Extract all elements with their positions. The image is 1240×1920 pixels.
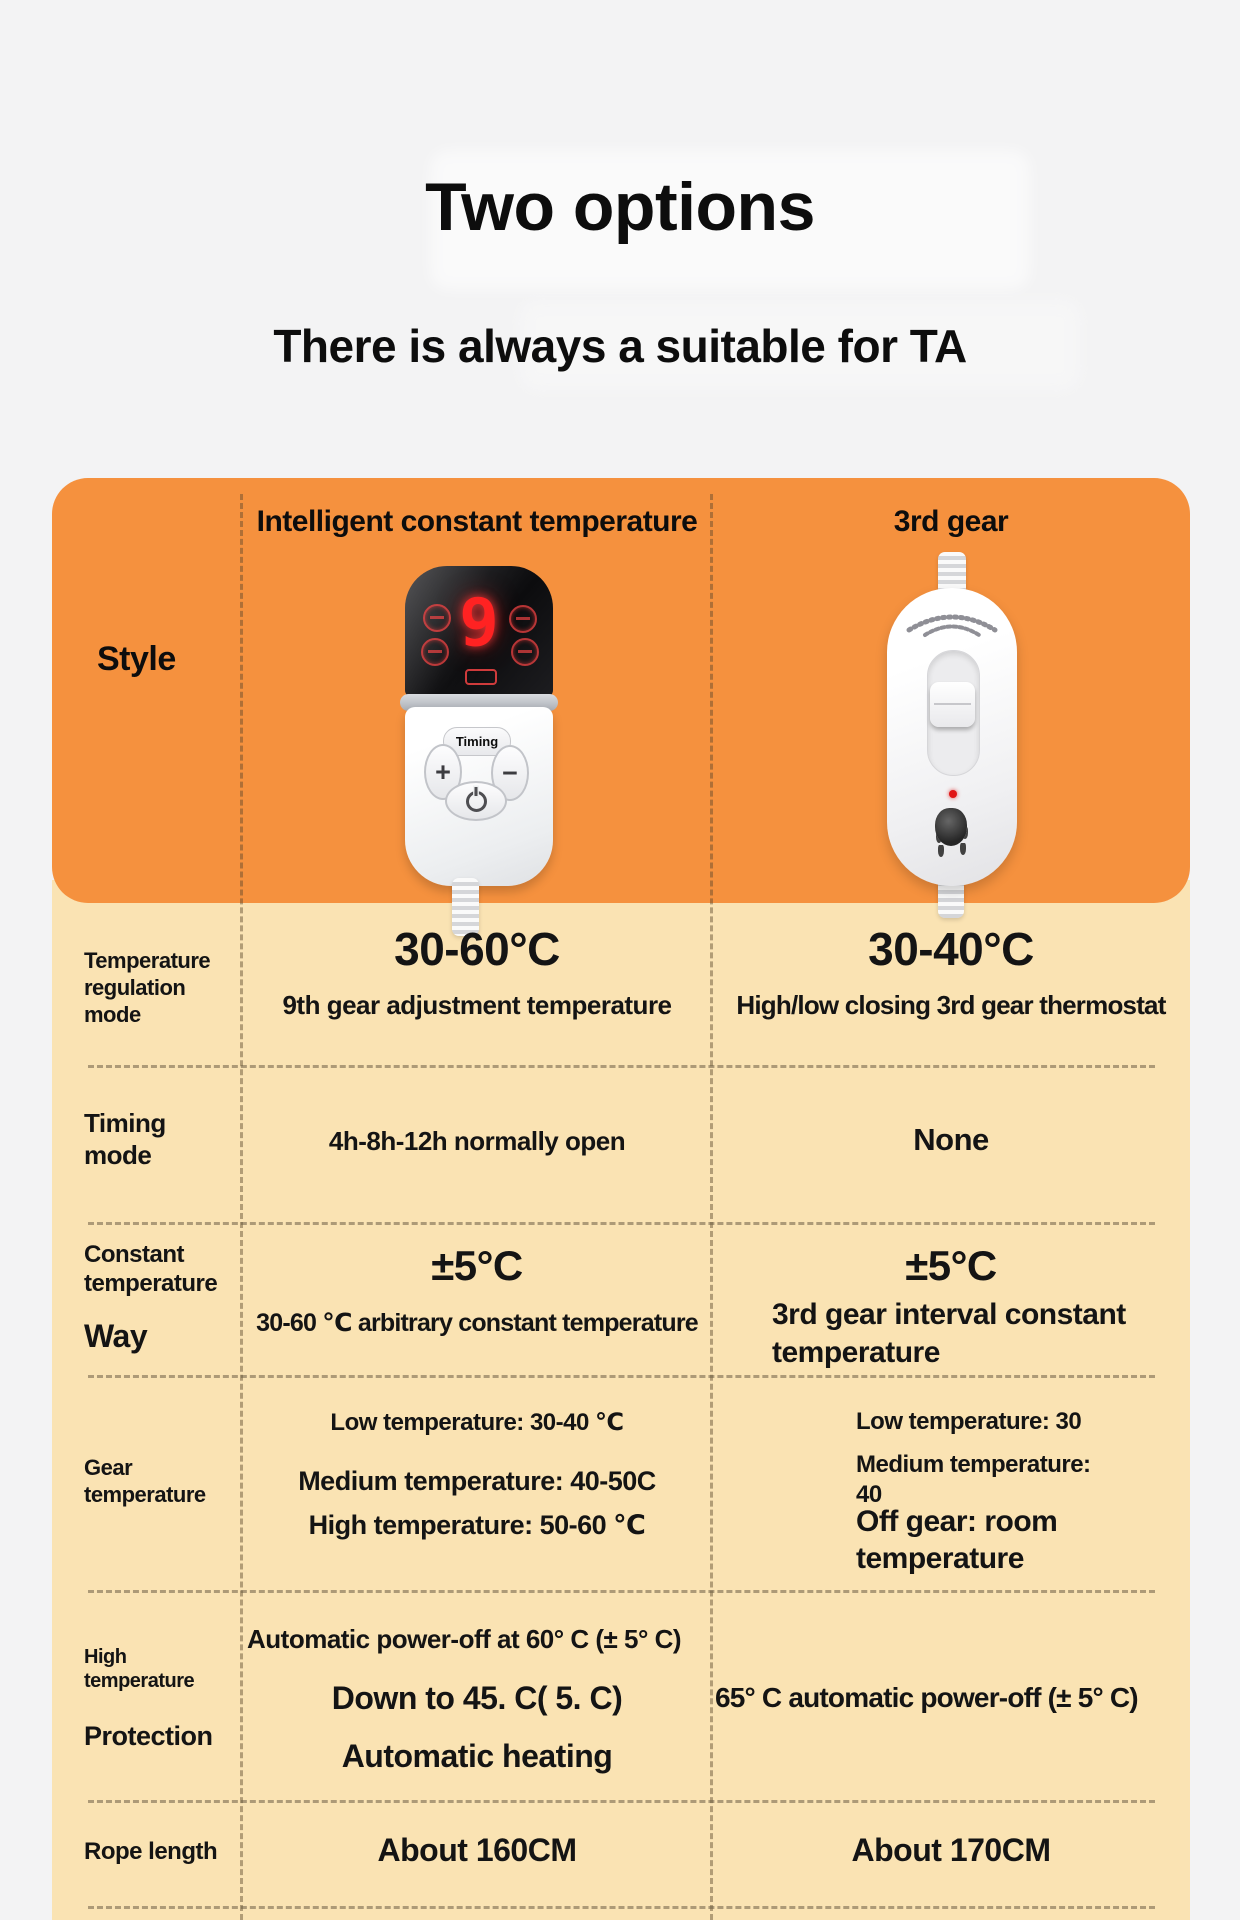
cell-value: ±5°C [905, 1242, 997, 1289]
label-line: temperature [84, 1270, 218, 1298]
watermark-ghost [520, 300, 1080, 390]
display-unit-mark [465, 669, 497, 685]
column-header-3rd-gear: 3rd gear [893, 505, 1009, 538]
row-divider [88, 1065, 1155, 1068]
row-label: High temperature Protection [84, 1645, 234, 1753]
label-line: Temperature [84, 948, 211, 973]
cell-value: About 160CM [377, 1832, 577, 1868]
display-mode-icon [511, 638, 539, 666]
label-line: Protection [84, 1720, 213, 1751]
cell-value: ±5°C [431, 1242, 523, 1289]
label-line: mode [84, 1139, 152, 1170]
row-label-style: Style [97, 640, 176, 678]
slider-knob [930, 682, 975, 727]
row-divider [88, 1375, 1155, 1378]
watermark-ghost [430, 150, 1030, 290]
cell-value: 30-60°C [394, 923, 560, 975]
page-subtitle: There is always a suitable for TA [273, 320, 967, 372]
cell-value: 30-40°C [868, 923, 1034, 975]
cell-desc: High/low closing 3rd gear thermostat [736, 990, 1166, 1020]
row-label: Timing mode [84, 1108, 234, 1171]
cell-value: None [913, 1122, 989, 1157]
cell-line: Medium temperature: 40 [856, 1451, 1091, 1508]
cell-line: Automatic power-off at 60° C (± 5° C) [247, 1624, 682, 1654]
row-divider [88, 1800, 1155, 1803]
label-line: mode [84, 1001, 141, 1027]
label-line: regulation [84, 974, 186, 1000]
cell-line: Down to 45. C( 5. C) [331, 1680, 623, 1716]
label-line: Gear [84, 1455, 133, 1480]
power-icon [465, 790, 487, 812]
row-label: Temperature regulation mode [84, 948, 234, 1028]
label-line: Constant [84, 1241, 185, 1268]
controller-trim-band [400, 694, 558, 711]
smart-controller-image: 9 Timing + − [400, 566, 558, 936]
cell-value: 4h-8h-12h normally open [328, 1126, 626, 1156]
display-mode-icon [509, 605, 537, 633]
page-title: Two options [425, 169, 815, 245]
cell-line: Low temperature: 30 [856, 1408, 1082, 1435]
row-label: Gear temperature [84, 1455, 234, 1509]
cell-desc: 9th gear adjustment temperature [282, 990, 672, 1020]
cell-desc: 30-60 ℃ arbitrary constant temperature [256, 1309, 699, 1337]
column-header-smart: Intelligent constant temperature [256, 505, 698, 538]
indicator-led [949, 790, 957, 798]
label-line: Timing [84, 1108, 166, 1138]
row-label: Rope length [84, 1838, 218, 1865]
cell-line: Off gear: room temperature [856, 1505, 1058, 1575]
controller-cable [452, 878, 479, 936]
slider-controller-image [887, 552, 1017, 922]
cell-line: High temperature: 50-60 ℃ [308, 1510, 646, 1540]
power-button [445, 781, 507, 821]
brand-arc-mark [906, 614, 998, 637]
display-mode-icon [421, 638, 449, 666]
cell-line: Low temperature: 30-40 ℃ [330, 1409, 624, 1436]
cell-line: Automatic heating [341, 1738, 613, 1774]
label-line: High [84, 1646, 127, 1668]
label-line: temperature [84, 1670, 195, 1693]
column-divider [710, 494, 713, 1920]
cell-value: About 170CM [851, 1832, 1051, 1868]
display-mode-icon [423, 604, 451, 632]
style-header-panel [52, 478, 1190, 903]
controller-display: 9 [405, 566, 553, 698]
row-label: Constant temperature Way [84, 1240, 234, 1356]
cell-desc: 3rd gear interval constant temperature [772, 1298, 1126, 1369]
spec-table-panel [52, 880, 1190, 1920]
label-line: Way [84, 1317, 148, 1354]
row-divider [88, 1222, 1155, 1225]
display-digit: 9 [459, 584, 499, 661]
column-divider [240, 494, 243, 1920]
row-divider [88, 1590, 1155, 1593]
cell-line: Medium temperature: 40-50C [298, 1466, 656, 1496]
cell-line: 65° C automatic power-off (± 5° C) [715, 1682, 1139, 1713]
label-line: temperature [84, 1481, 206, 1507]
row-divider [88, 1906, 1155, 1909]
brand-logo [935, 808, 967, 846]
